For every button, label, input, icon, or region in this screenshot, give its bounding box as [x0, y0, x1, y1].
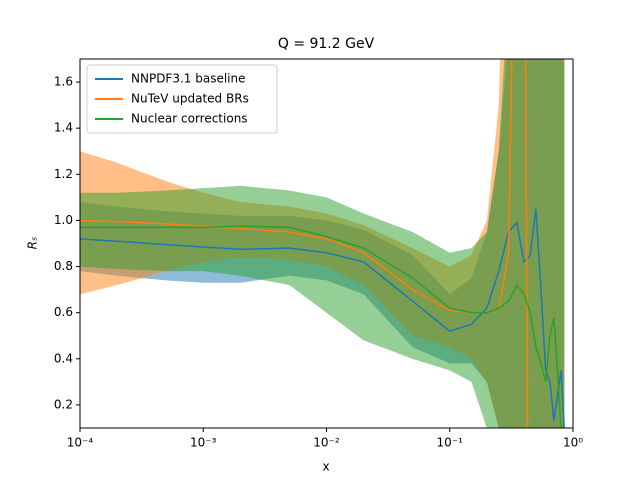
x-tick-label: 10⁻⁴ [67, 436, 94, 450]
lines [80, 59, 566, 428]
chart-title: Q = 91.2 GeV [278, 36, 375, 52]
y-tick-label: 0.4 [54, 351, 73, 365]
x-tick-label: 10⁻³ [190, 436, 217, 450]
legend-label: NuTeV updated BRs [131, 92, 249, 106]
y-tick-label: 0.2 [54, 397, 73, 411]
uncertainty-band [80, 59, 565, 428]
legend-box [86, 64, 278, 134]
legend-label: Nuclear corrections [131, 112, 248, 126]
legend-label: NNPDF3.1 baseline [131, 72, 246, 86]
line [80, 225, 562, 428]
x-tick-label: 10⁻² [313, 436, 340, 450]
bands [80, 59, 565, 428]
y-tick-label: 1.4 [54, 121, 73, 135]
x-tick-label: 10⁻¹ [437, 436, 464, 450]
y-tick-label: 1.2 [54, 167, 73, 181]
y-tick-label: 0.8 [54, 259, 73, 273]
x-tick-label: 10⁰ [563, 436, 583, 450]
x-axis-label: x [322, 460, 329, 474]
y-tick-label: 1.0 [54, 213, 73, 227]
y-axis-label: Rₛ [26, 237, 40, 250]
y-tick-label: 1.6 [54, 75, 73, 89]
axes: 10⁻⁴ 10⁻³ 10⁻² 10⁻¹ 10⁰ 0.2 0.4 0.6 0.8 1.0 1.2 1.4… [54, 75, 583, 450]
legend: NNPDF3.1 baseline NuTeV updated BRs Nuclea… [86, 64, 278, 134]
y-tick-label: 0.6 [54, 305, 73, 319]
